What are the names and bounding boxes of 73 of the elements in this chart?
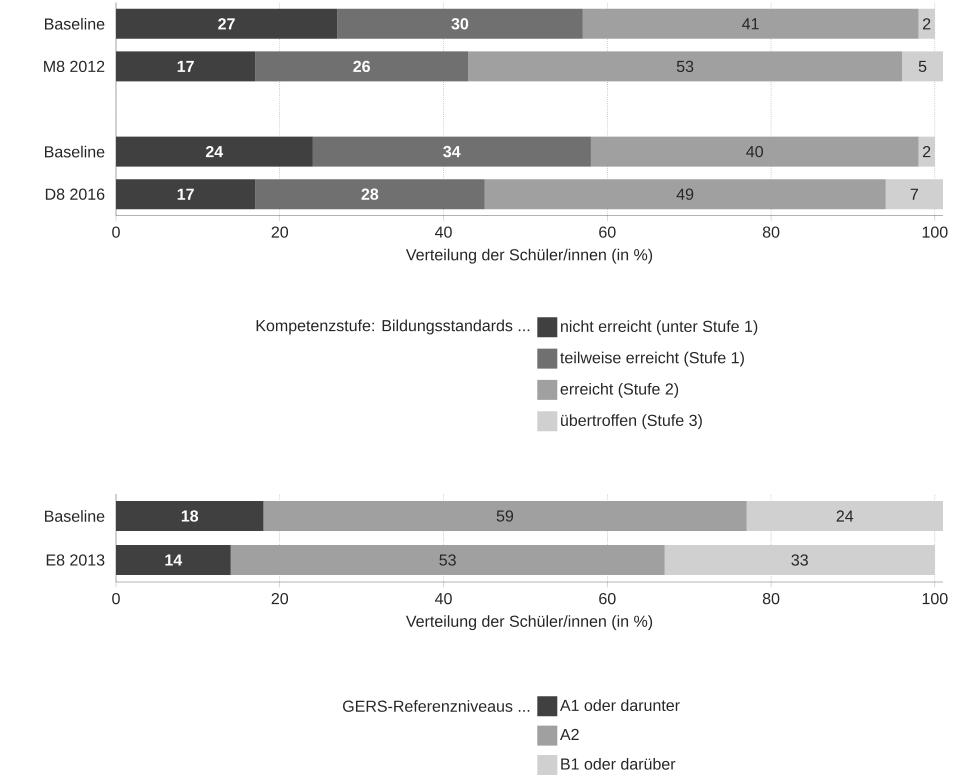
- bar: [902, 51, 944, 82]
- data-label: 2: [922, 146, 930, 158]
- legend-title: Kompetenzstufe: Bildungsstandards ...: [256, 320, 530, 334]
- data-label: 27: [218, 18, 235, 30]
- data-label: 49: [676, 188, 694, 200]
- bar: [582, 8, 918, 39]
- y-tick-label: Baseline: [45, 146, 104, 158]
- bar: [116, 8, 338, 39]
- y-tick-label: Baseline: [45, 510, 104, 522]
- bar: [484, 179, 886, 210]
- bar: [918, 136, 935, 167]
- legend-label: teilweise erreicht (Stufe 1): [560, 352, 744, 366]
- data-label: 24: [836, 510, 854, 522]
- x-tick-label: 100: [922, 592, 948, 604]
- y-tick-label: D8 2016: [46, 188, 104, 200]
- x-tick-label: 20: [272, 592, 288, 604]
- y-tick-label: E8 2013: [46, 554, 104, 566]
- legend-label: A2: [560, 728, 579, 740]
- data-label: 41: [742, 18, 759, 30]
- bar: [746, 501, 944, 532]
- y-tick-label: M8 2012: [44, 60, 104, 72]
- x-tick-label: 0: [112, 592, 120, 604]
- y-tick-label: Baseline: [45, 18, 104, 30]
- data-label: 24: [206, 146, 224, 158]
- data-label: 17: [178, 60, 194, 72]
- legend-label: übertroffen (Stufe 3): [561, 414, 702, 430]
- x-tick-label: 20: [272, 226, 288, 238]
- bar: [918, 8, 935, 39]
- x-tick-label: 0: [112, 226, 120, 238]
- data-label: 53: [676, 60, 694, 72]
- x-axis-title: Verteilung der Schüler/innen (in %): [406, 615, 652, 630]
- bar: [886, 179, 944, 210]
- legend-title: GERS-Referenzniveaus ...: [343, 700, 530, 712]
- bar: [337, 8, 583, 39]
- data-label: 53: [439, 554, 456, 566]
- legend-label: nicht erreicht (unter Stufe 1): [561, 320, 758, 336]
- data-label: 59: [496, 510, 514, 522]
- x-tick-label: 40: [435, 226, 452, 238]
- legend-label: B1 oder darüber: [561, 758, 676, 770]
- data-label: 40: [746, 146, 763, 158]
- bar: [255, 51, 468, 82]
- data-label: 7: [910, 188, 918, 200]
- data-label: 30: [451, 18, 468, 30]
- bar: [116, 545, 231, 576]
- bar: [590, 136, 918, 167]
- x-tick-label: 40: [435, 592, 452, 604]
- x-tick-label: 80: [762, 592, 780, 604]
- data-label: 17: [178, 188, 194, 200]
- bar: [255, 179, 484, 210]
- data-label: 14: [165, 554, 182, 566]
- data-label: 28: [362, 188, 378, 200]
- legend-label: erreicht (Stufe 2): [560, 382, 678, 398]
- bar: [116, 51, 256, 82]
- legend-label: A1 oder darunter: [560, 699, 680, 712]
- bar: [468, 51, 902, 82]
- data-label: 26: [353, 60, 370, 72]
- bar: [116, 136, 313, 167]
- data-label: 18: [182, 510, 198, 522]
- data-label: 5: [918, 60, 926, 72]
- data-label: 2: [922, 18, 930, 30]
- bar: [116, 179, 256, 210]
- bar: [312, 136, 591, 167]
- bar: [664, 545, 935, 576]
- x-tick-label: 60: [599, 592, 616, 604]
- bar: [116, 501, 264, 532]
- x-tick-label: 80: [762, 226, 780, 238]
- bar: [230, 545, 665, 576]
- bar: [263, 501, 746, 532]
- x-tick-label: 100: [922, 226, 948, 238]
- x-axis-title: Verteilung der Schüler/innen (in %): [406, 248, 652, 264]
- data-label: 33: [791, 554, 808, 566]
- data-label: 34: [443, 146, 461, 158]
- x-tick-label: 60: [599, 226, 616, 238]
